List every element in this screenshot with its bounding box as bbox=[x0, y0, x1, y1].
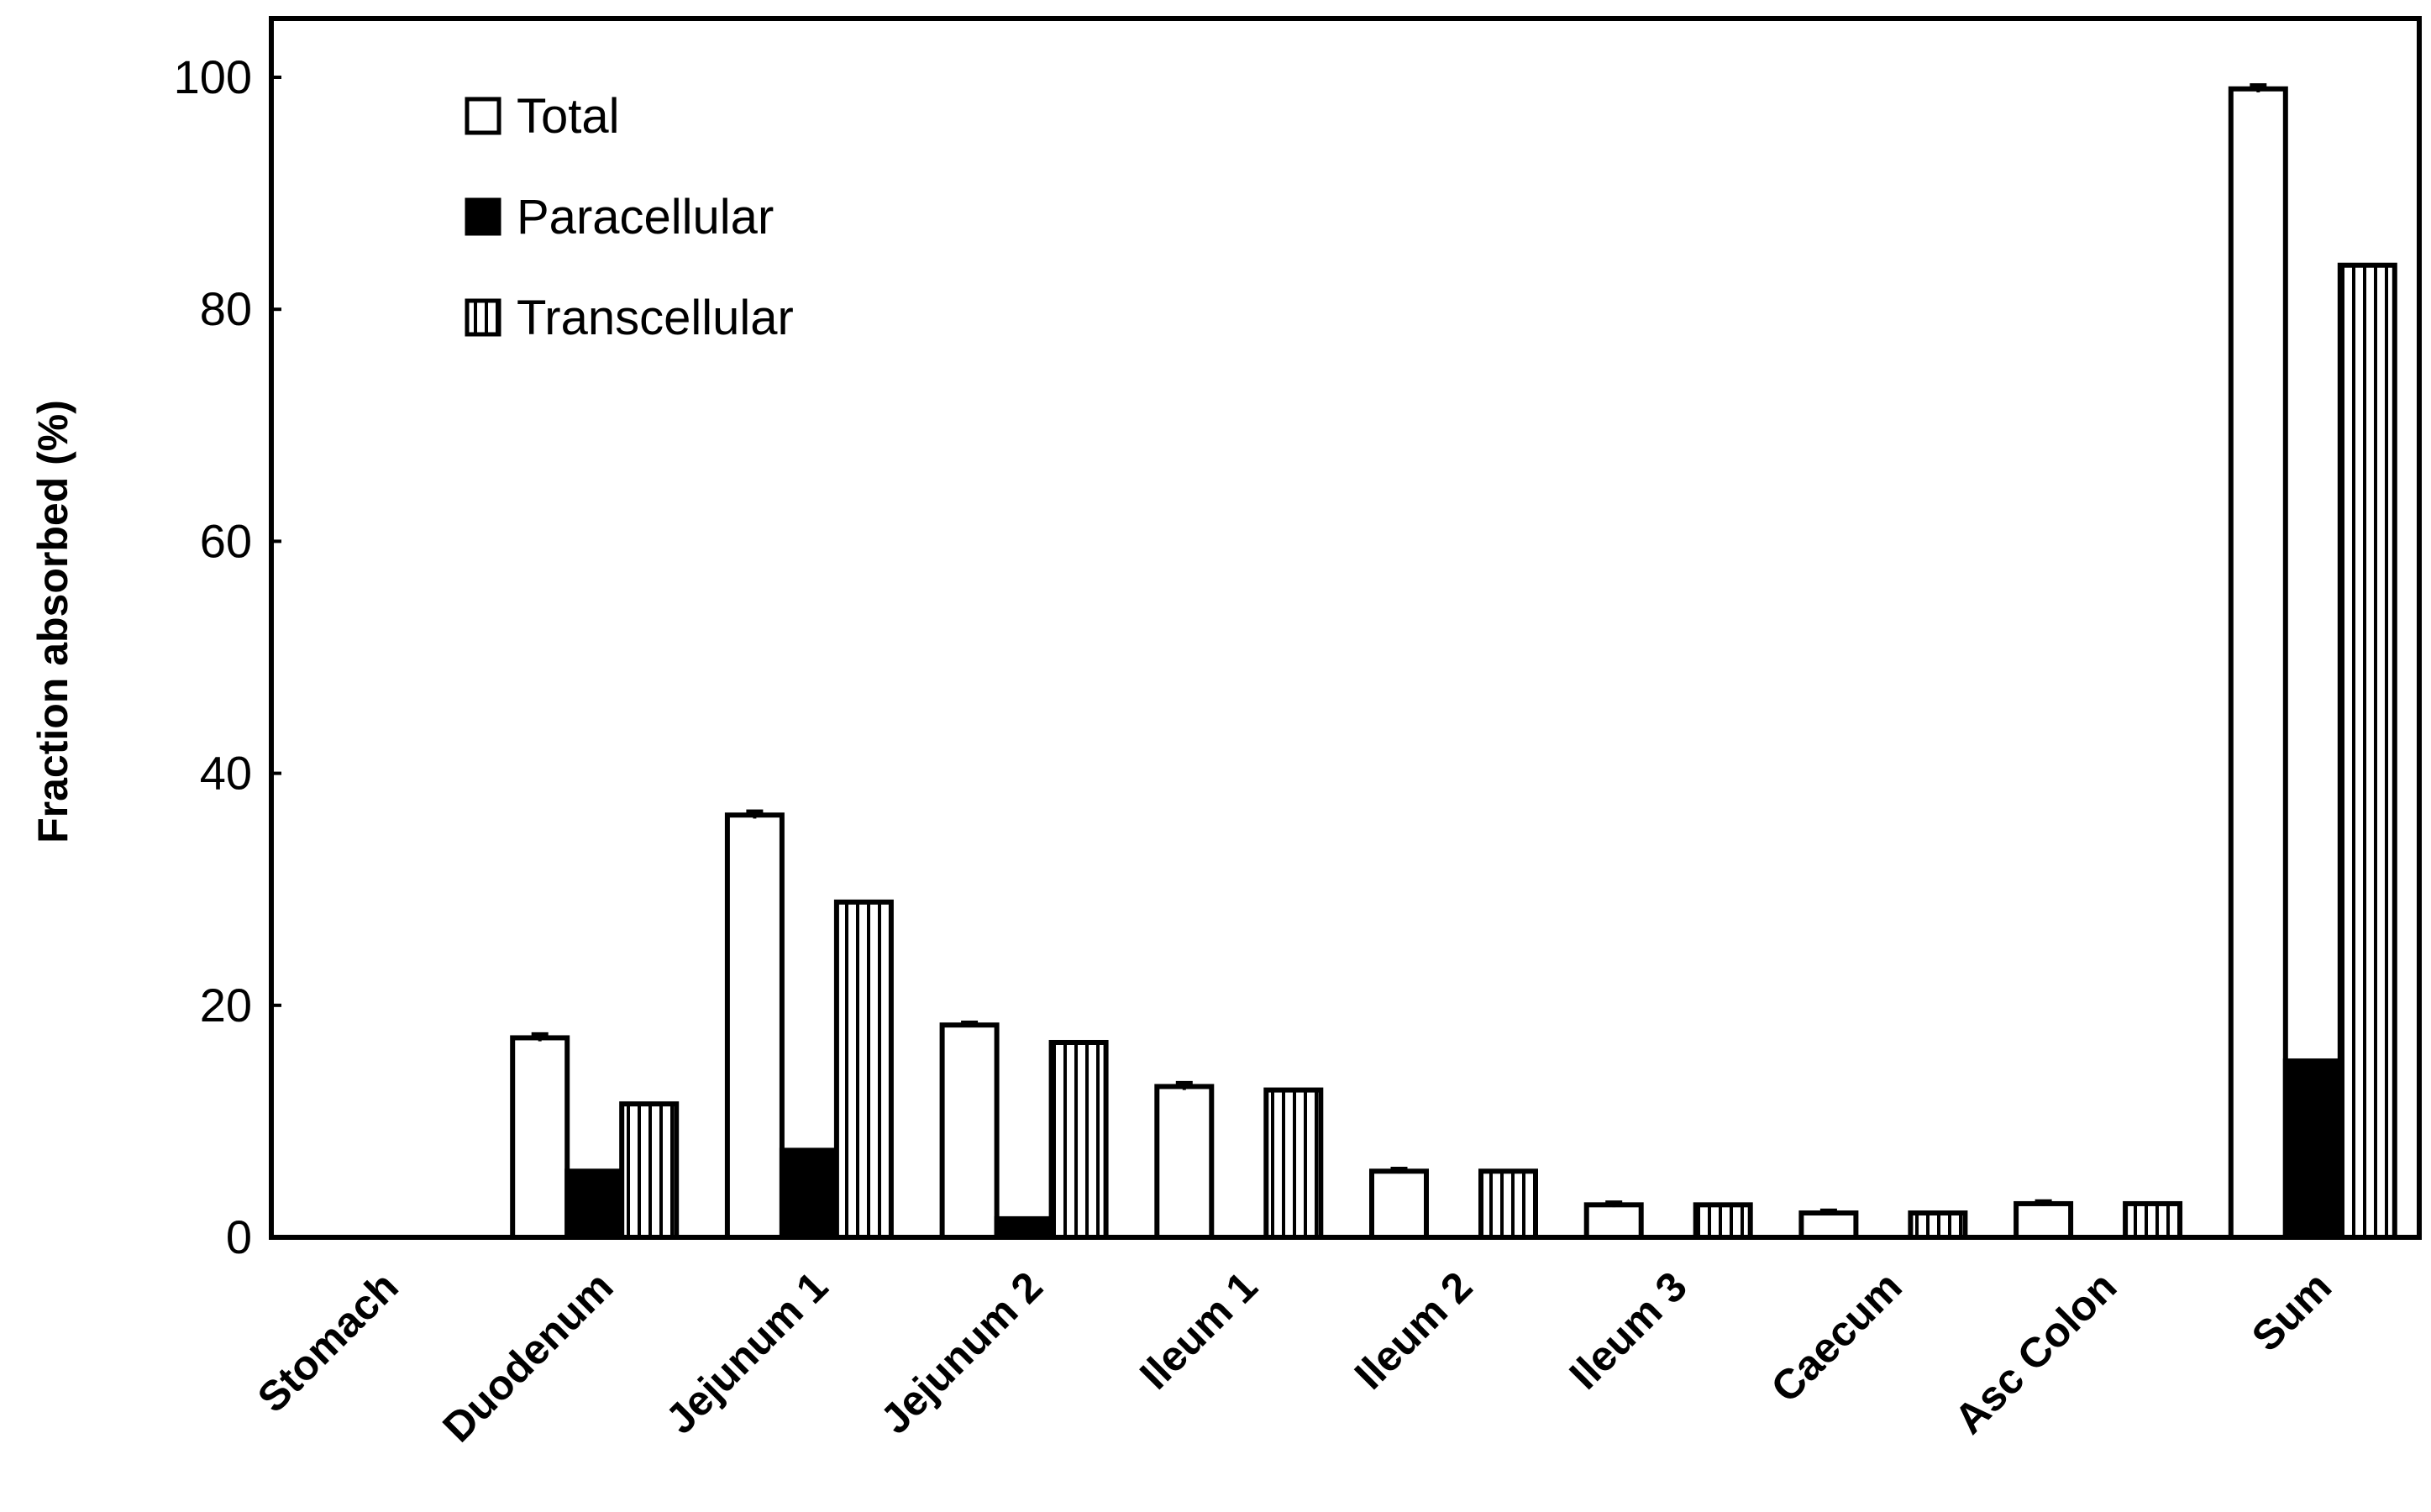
bar-transcellular-duodenum bbox=[619, 1101, 680, 1241]
x-tick-label: Asc Colon bbox=[1945, 1263, 2125, 1442]
y-tick-label: 40 bbox=[200, 747, 252, 800]
x-tick-label: Jejunum 2 bbox=[871, 1263, 1051, 1442]
bar-total-sum bbox=[2228, 86, 2288, 1240]
x-tick-label: Stomach bbox=[249, 1263, 407, 1421]
bar-transcellular-jejunum-2 bbox=[1048, 1039, 1109, 1240]
y-tick-label: 0 bbox=[226, 1210, 252, 1263]
legend-swatch-transcellular bbox=[465, 298, 501, 337]
y-tick-label: 20 bbox=[200, 979, 252, 1032]
legend-swatch-paracellular bbox=[465, 197, 501, 236]
bar-transcellular-sum bbox=[2337, 262, 2397, 1240]
x-tick-label: Duodenum bbox=[433, 1263, 622, 1451]
bar-total-asc-colon bbox=[2014, 1200, 2074, 1241]
legend-label-paracellular: Paracellular bbox=[517, 190, 774, 244]
bar-transcellular-ileum-2 bbox=[1478, 1168, 1538, 1240]
y-axis-label: Fraction absorbed (%) bbox=[29, 400, 76, 843]
x-tick-label: Jejunum 1 bbox=[657, 1263, 837, 1442]
bar-paracellular-sum bbox=[2282, 1058, 2343, 1241]
legend-label-total: Total bbox=[517, 89, 620, 144]
x-tick-label: Sum bbox=[2243, 1263, 2340, 1360]
bar-total-jejunum-1 bbox=[724, 812, 785, 1240]
bar-paracellular-jejunum-1 bbox=[779, 1147, 839, 1241]
bar-paracellular-duodenum bbox=[564, 1168, 625, 1240]
legend: Total Paracellular Transcellular bbox=[465, 89, 794, 345]
bar-transcellular-jejunum-1 bbox=[833, 899, 894, 1240]
bar-transcellular-caecum bbox=[1908, 1210, 1968, 1241]
y-tick-label: 80 bbox=[200, 282, 252, 335]
x-tick-label: Ileum 3 bbox=[1561, 1263, 1696, 1398]
x-tick-label: Ileum 2 bbox=[1346, 1263, 1481, 1398]
bar-transcellular-asc-colon bbox=[2123, 1200, 2183, 1241]
legend-label-transcellular: Transcellular bbox=[517, 291, 794, 345]
y-tick-label: 100 bbox=[174, 50, 252, 103]
bar-transcellular-ileum-3 bbox=[1693, 1202, 1753, 1241]
bar-total-ileum-3 bbox=[1583, 1202, 1644, 1241]
x-tick-label: Caecum bbox=[1762, 1263, 1911, 1411]
bar-total-ileum-1 bbox=[1154, 1084, 1215, 1240]
bar-total-jejunum-2 bbox=[939, 1022, 1000, 1240]
bar-total-ileum-2 bbox=[1369, 1168, 1429, 1240]
x-tick-label: Ileum 1 bbox=[1131, 1263, 1266, 1398]
y-tick-label: 60 bbox=[200, 514, 252, 567]
bar-total-caecum bbox=[1798, 1210, 1859, 1241]
bar-transcellular-ileum-1 bbox=[1263, 1087, 1324, 1241]
legend-swatch-total bbox=[465, 97, 501, 135]
bar-total-duodenum bbox=[510, 1035, 570, 1241]
bar-paracellular-jejunum-2 bbox=[994, 1215, 1054, 1241]
